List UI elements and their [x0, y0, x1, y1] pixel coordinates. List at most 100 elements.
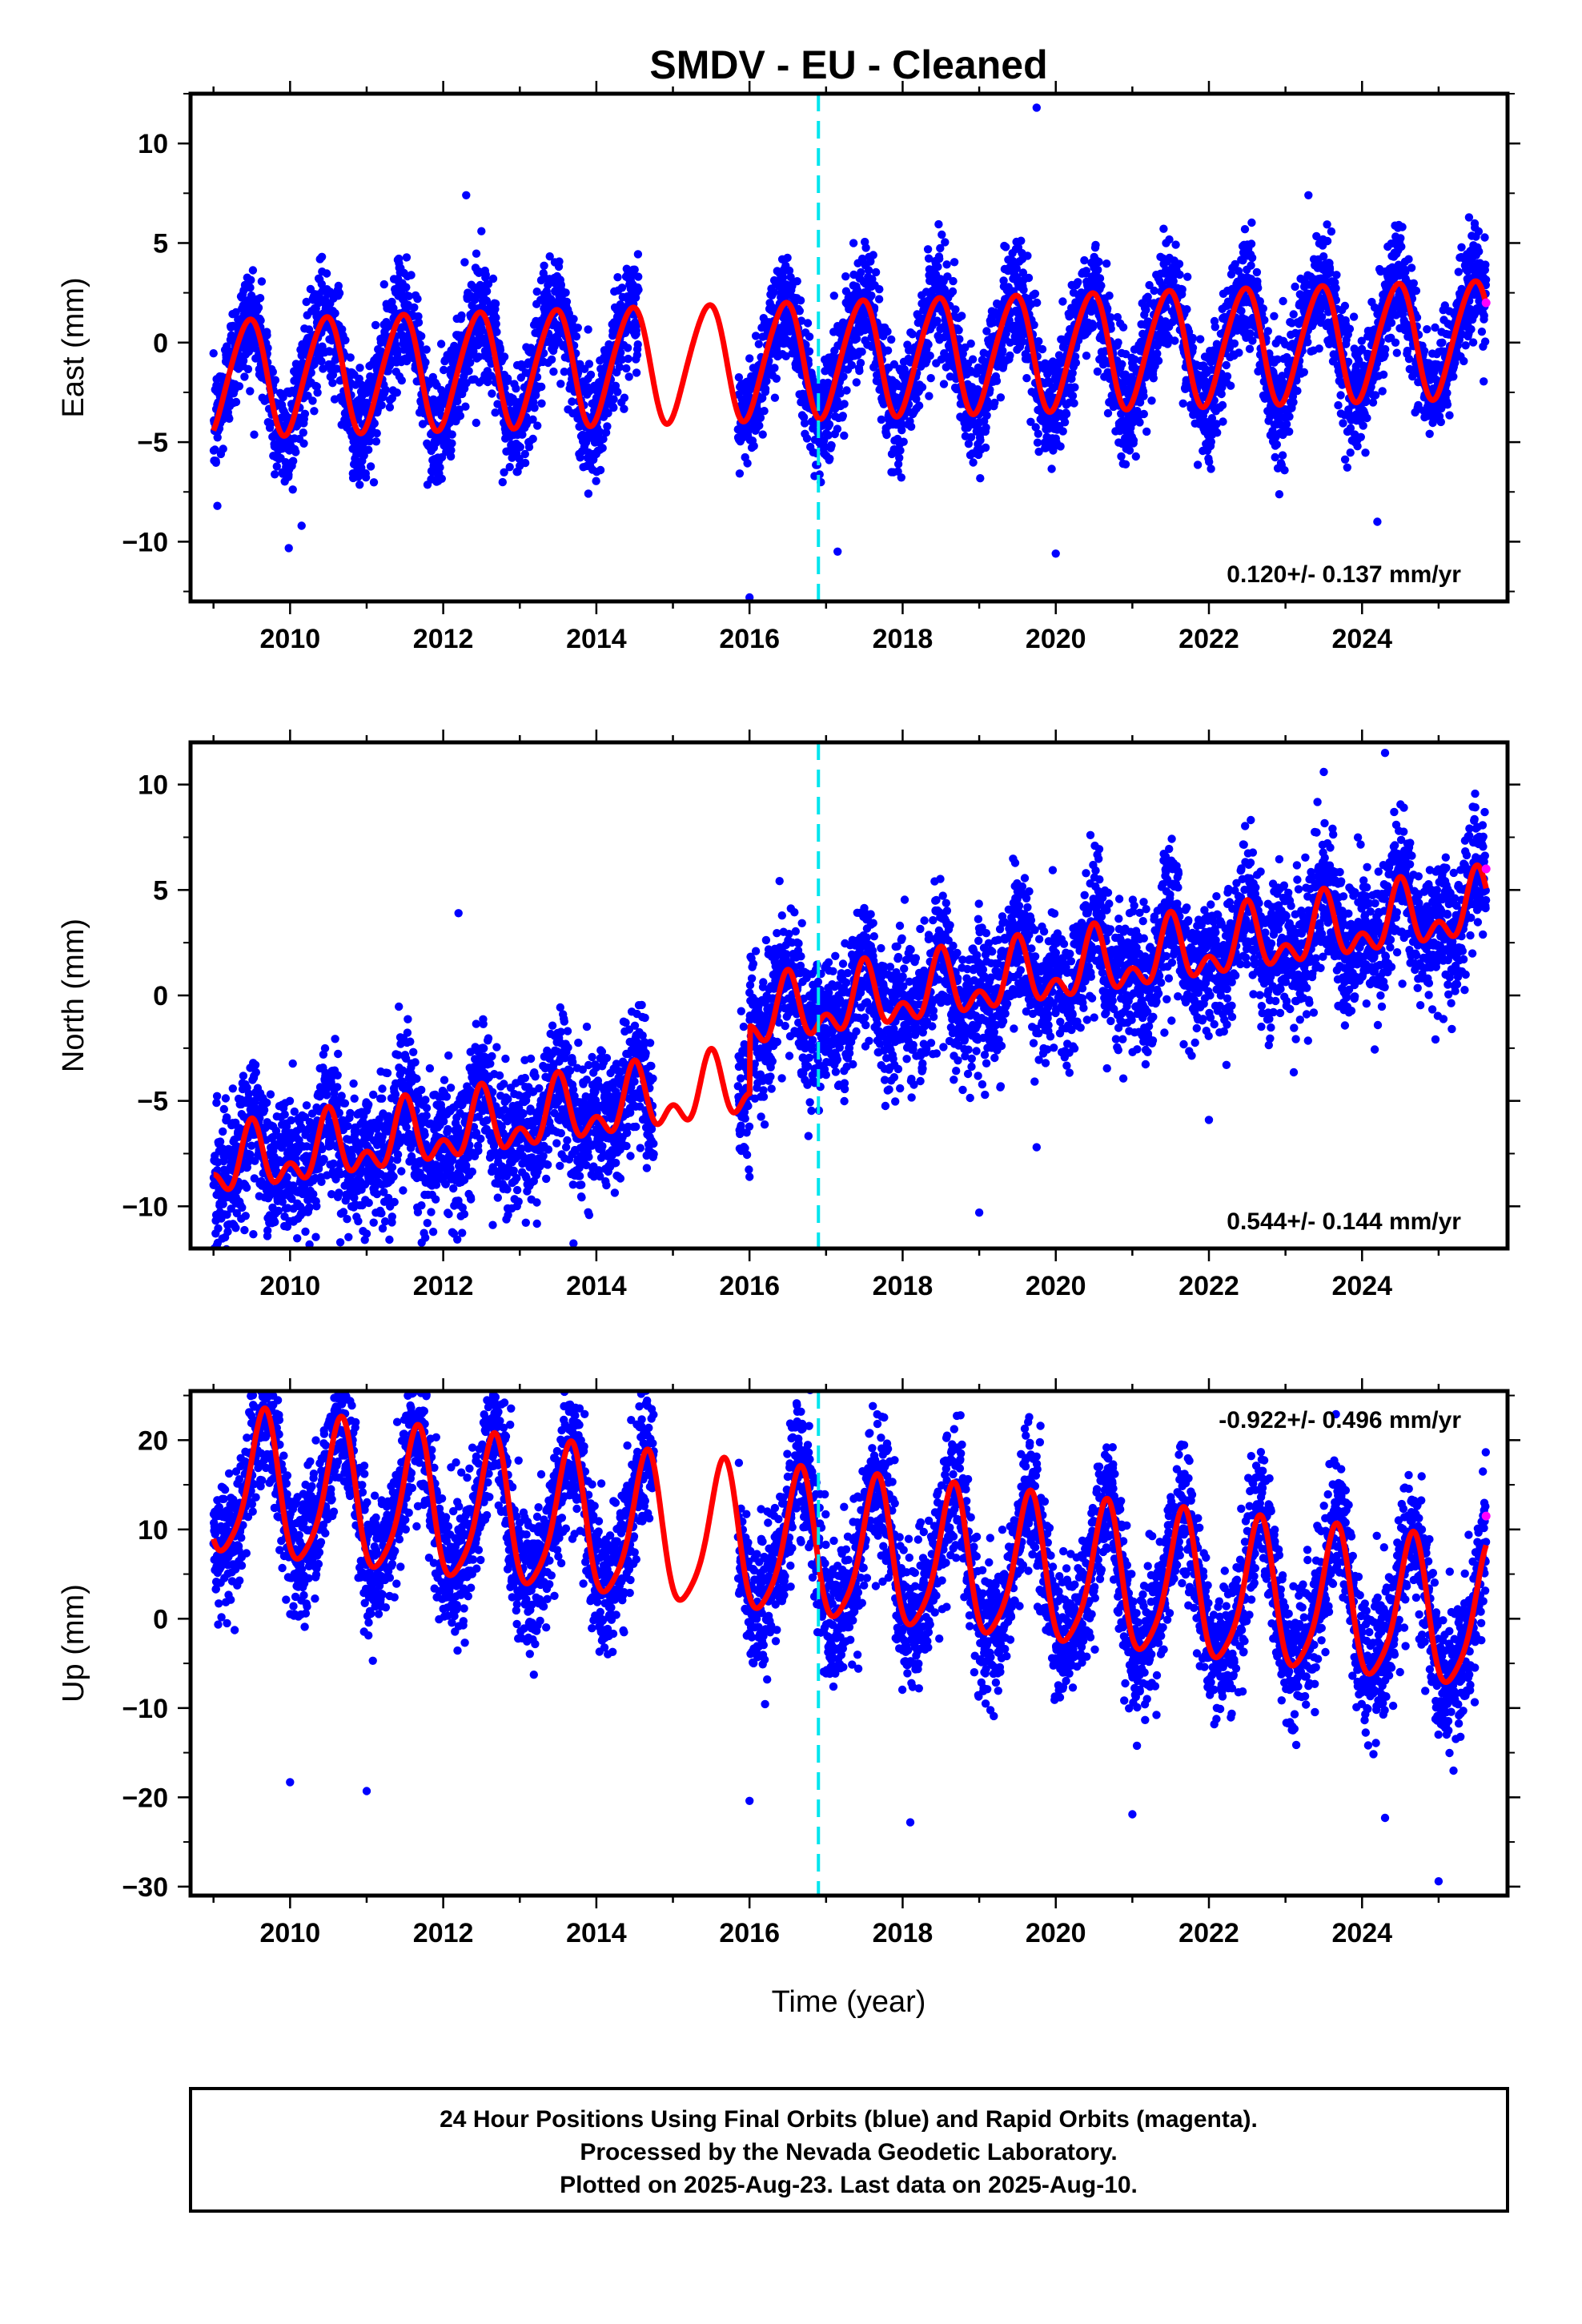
final-orbit-point — [1171, 240, 1180, 249]
final-orbit-point — [302, 297, 311, 307]
final-orbit-point — [1117, 452, 1126, 461]
final-orbit-point — [805, 332, 814, 341]
final-orbit-point — [484, 279, 493, 288]
final-orbit-point — [1218, 400, 1227, 410]
final-orbit-point — [1247, 218, 1256, 227]
final-orbit-point — [361, 473, 371, 482]
final-orbit-point — [328, 379, 337, 388]
final-orbit-point — [231, 397, 241, 407]
final-orbit-point — [371, 437, 381, 446]
final-orbit-point — [247, 291, 256, 300]
final-orbit-point — [887, 335, 896, 344]
final-orbit-point — [246, 387, 255, 396]
final-orbit-point — [981, 443, 990, 452]
final-orbit-point — [1139, 409, 1149, 419]
final-orbit-point — [926, 352, 934, 360]
final-orbit-point — [1017, 236, 1026, 245]
final-orbit-point — [492, 328, 501, 336]
final-orbit-point — [1247, 261, 1255, 270]
final-orbit-point — [213, 433, 222, 442]
final-orbit-point — [310, 407, 319, 416]
final-orbit-point — [267, 419, 275, 428]
final-orbit-point — [530, 404, 539, 412]
final-orbit-point — [1062, 409, 1071, 419]
chart-title: SMDV - EU - Cleaned — [649, 42, 1047, 87]
final-orbit-point — [448, 359, 457, 368]
final-orbit-point — [436, 404, 445, 414]
final-orbit-point — [622, 364, 631, 373]
final-orbit-point — [1247, 253, 1257, 263]
final-orbit-point — [402, 283, 411, 292]
final-orbit-point — [882, 430, 891, 440]
final-orbit-point — [299, 439, 308, 448]
final-orbit-point — [488, 274, 498, 283]
final-orbit-point — [1074, 278, 1082, 287]
final-orbit-point — [906, 422, 916, 431]
final-orbit-point — [1223, 372, 1232, 381]
final-orbit-point — [1105, 292, 1114, 300]
final-orbit-point — [370, 419, 379, 428]
final-orbit-point — [899, 437, 908, 446]
final-orbit-point — [1159, 224, 1168, 233]
final-orbit-point — [1263, 327, 1273, 336]
final-orbit-point — [1103, 408, 1113, 418]
final-orbit-point — [896, 446, 905, 455]
final-orbit-point — [634, 272, 643, 281]
final-orbit-point — [1121, 460, 1130, 468]
final-orbit-point — [1060, 418, 1070, 427]
final-orbit-point — [623, 344, 632, 352]
final-orbit-point — [481, 270, 490, 279]
final-orbit-point — [1327, 227, 1336, 236]
final-orbit-point — [958, 312, 966, 320]
final-orbit-point — [1118, 360, 1126, 368]
final-orbit-point — [304, 325, 314, 334]
final-orbit-point — [284, 544, 293, 553]
final-orbit-point — [1303, 338, 1312, 347]
final-orbit-point — [313, 388, 322, 397]
final-orbit-point — [355, 364, 364, 372]
final-orbit-point — [505, 463, 514, 472]
final-orbit-point — [1315, 344, 1323, 353]
final-orbit-point — [914, 401, 924, 410]
final-orbit-point — [421, 358, 430, 367]
final-orbit-point — [840, 400, 849, 408]
final-orbit-point — [939, 380, 949, 388]
final-orbit-point — [883, 327, 892, 336]
final-orbit-point — [240, 372, 249, 381]
final-orbit-point — [1034, 429, 1043, 438]
final-orbit-point — [1289, 398, 1298, 407]
final-orbit-point — [770, 393, 780, 402]
final-orbit-point — [951, 305, 960, 314]
final-orbit-point — [1222, 360, 1231, 370]
final-orbit-point — [1227, 381, 1235, 390]
final-orbit-point — [472, 418, 480, 428]
final-orbit-point — [1282, 420, 1291, 428]
final-orbit-point — [1346, 448, 1355, 457]
final-orbit-point — [1094, 265, 1102, 275]
final-orbit-point — [491, 300, 500, 308]
final-orbit-point — [322, 269, 331, 278]
final-orbit-point — [917, 383, 927, 392]
final-orbit-point — [379, 279, 388, 289]
final-orbit-point — [969, 458, 978, 467]
final-orbit-point — [923, 245, 933, 254]
final-orbit-point — [247, 275, 255, 284]
final-orbit-point — [1252, 267, 1262, 277]
final-orbit-point — [1033, 298, 1042, 308]
final-orbit-point — [307, 368, 315, 377]
final-orbit-point — [1118, 323, 1128, 332]
final-orbit-point — [1129, 436, 1138, 445]
final-orbit-point — [897, 473, 906, 482]
final-orbit-point — [414, 318, 424, 327]
final-orbit-point — [248, 266, 258, 275]
final-orbit-point — [871, 267, 881, 277]
final-orbit-point — [317, 279, 326, 288]
final-orbit-point — [460, 258, 469, 267]
final-orbit-point — [1188, 333, 1198, 343]
final-orbit-point — [1332, 271, 1341, 279]
final-orbit-point — [520, 458, 530, 468]
final-orbit-point — [877, 415, 886, 424]
final-orbit-point — [496, 346, 505, 355]
final-orbit-point — [1343, 463, 1352, 472]
final-orbit-point — [1280, 466, 1289, 475]
